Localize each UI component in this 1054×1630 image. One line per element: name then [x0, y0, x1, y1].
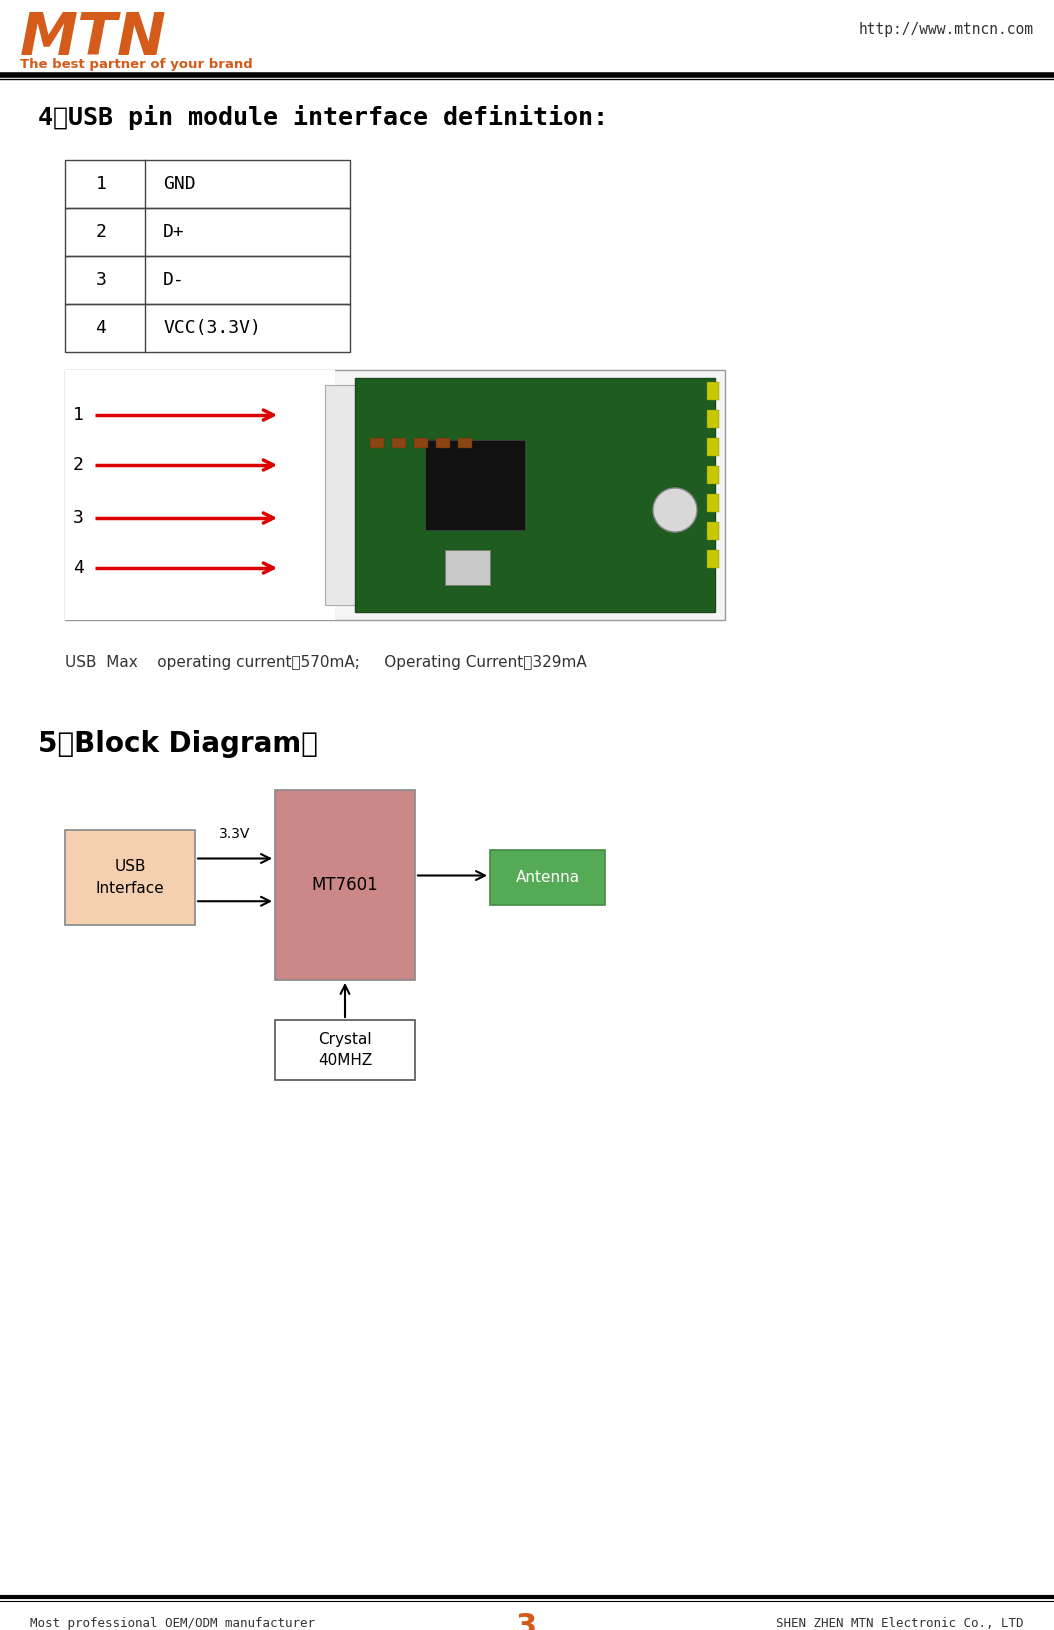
Text: 2: 2 [73, 456, 84, 474]
Bar [65, 370, 335, 619]
Text: MTN: MTN [20, 10, 167, 67]
Bar [65, 160, 350, 209]
Bar [458, 438, 472, 448]
Bar [370, 438, 384, 448]
Bar [275, 791, 415, 980]
Text: 3: 3 [96, 271, 106, 289]
Bar [325, 385, 360, 605]
Text: MT7601: MT7601 [312, 875, 378, 893]
Bar [707, 438, 719, 456]
Text: Antenna: Antenna [515, 870, 580, 885]
Text: http://www.mtncn.com: http://www.mtncn.com [859, 21, 1034, 37]
Text: GND: GND [163, 174, 196, 192]
Bar [275, 1020, 415, 1081]
Bar [65, 370, 725, 619]
Bar [707, 549, 719, 567]
Text: 4、USB pin module interface definition:: 4、USB pin module interface definition: [38, 104, 608, 130]
Text: The best partner of your brand: The best partner of your brand [20, 59, 253, 72]
Bar [65, 256, 350, 305]
Text: Most professional OEM/ODM manufacturer: Most professional OEM/ODM manufacturer [30, 1617, 315, 1630]
Text: D-: D- [163, 271, 184, 289]
Text: 1: 1 [96, 174, 106, 192]
Text: D+: D+ [163, 223, 184, 241]
Text: USB
Interface: USB Interface [96, 859, 164, 896]
Text: Crystal
40MHZ: Crystal 40MHZ [318, 1032, 372, 1068]
Text: 2: 2 [96, 223, 106, 241]
Bar [355, 378, 715, 611]
Bar [707, 466, 719, 484]
Bar [414, 438, 428, 448]
Bar [65, 305, 350, 352]
Bar [425, 440, 525, 530]
Bar [65, 209, 350, 256]
Text: VCC(3.3V): VCC(3.3V) [163, 319, 261, 337]
Bar [436, 438, 450, 448]
Text: SHEN ZHEN MTN Electronic Co., LTD: SHEN ZHEN MTN Electronic Co., LTD [777, 1617, 1024, 1630]
Bar [392, 438, 406, 448]
Bar [490, 849, 605, 905]
Circle shape [653, 487, 697, 531]
Text: 3.3V: 3.3V [219, 826, 251, 841]
Text: 4: 4 [73, 559, 84, 577]
Bar [707, 522, 719, 540]
Bar [65, 830, 195, 924]
Text: 1: 1 [73, 406, 84, 424]
Text: 5、Block Diagram：: 5、Block Diagram： [38, 730, 318, 758]
Bar [707, 381, 719, 399]
Text: 4: 4 [96, 319, 106, 337]
Bar [707, 411, 719, 429]
Text: 3: 3 [516, 1612, 538, 1630]
Text: 3: 3 [73, 509, 84, 526]
Text: USB  Max    operating current：570mA;     Operating Current：329mA: USB Max operating current：570mA; Operati… [65, 655, 587, 670]
Bar [707, 494, 719, 512]
Bar [445, 549, 490, 585]
